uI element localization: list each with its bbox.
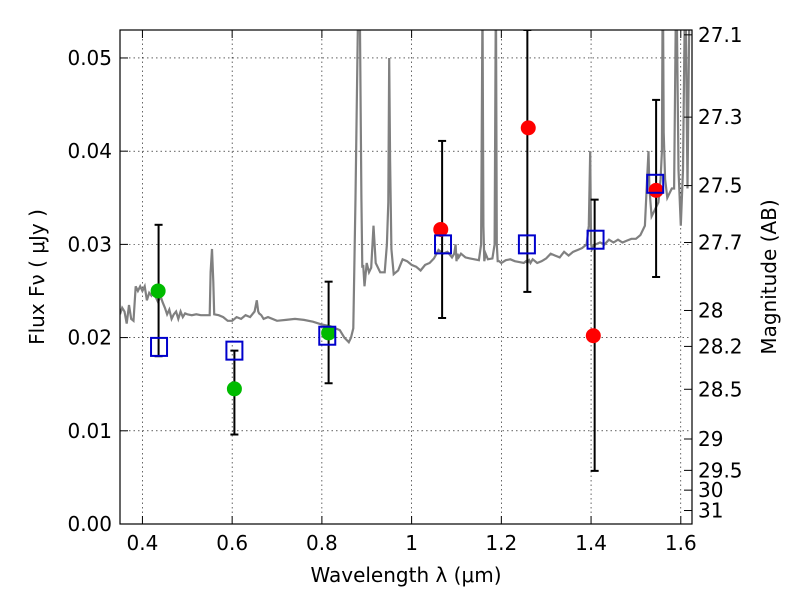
error-bar [523, 30, 532, 293]
y-axis-label: Flux Fν ( μJy ) [25, 209, 49, 345]
plot-frame [119, 29, 693, 525]
x-tick-label: 1.6 [665, 531, 697, 555]
spectrum-line [120, 30, 691, 345]
data-point-circle [321, 325, 337, 341]
y2-tick-label: 28.2 [698, 334, 743, 358]
y-tick-label: 0.03 [67, 232, 112, 256]
y2-tick-label: 28 [698, 298, 723, 322]
x-axis-label: Wavelength λ (μm) [310, 563, 501, 587]
x-tick-label: 1.2 [485, 531, 517, 555]
y2-tick-label: 30 [698, 478, 723, 502]
ticks: 0.4 0.6 0.8 1 1.2 1.4 1.6 0.00 0.01 0.02 0.03 0.04 0… [67, 23, 742, 555]
y-tick-label: 0.01 [67, 419, 112, 443]
data-point-circle [520, 120, 536, 136]
y2-tick-label: 29.5 [698, 458, 743, 482]
data-point-square [434, 234, 453, 255]
x-tick-label: 1 [405, 531, 418, 555]
data-point-square [225, 340, 244, 361]
data-point-circle [150, 283, 166, 299]
y2-tick-label: 27.3 [698, 105, 743, 129]
x-tick-label: 0.6 [216, 531, 248, 555]
y2-tick-label: 28.5 [698, 377, 743, 401]
y2-tick-label: 27.5 [698, 174, 743, 198]
data-point-square [586, 229, 605, 250]
x-tick-label: 0.8 [306, 531, 338, 555]
y2-axis-label: Magnitude (AB) [757, 199, 781, 354]
data-point-square [646, 173, 665, 194]
plot-area [120, 30, 691, 472]
y-tick-label: 0.05 [67, 46, 112, 70]
data-point-circle [226, 381, 242, 397]
x-tick-label: 1.4 [575, 531, 607, 555]
data-point-square [318, 325, 337, 346]
data-point-circle [433, 221, 449, 237]
grid [120, 30, 692, 525]
y2-tick-label: 29 [698, 427, 723, 451]
y2-tick-label: 27.7 [698, 231, 743, 255]
y-tick-label: 0.02 [67, 326, 112, 350]
x-tick-label: 0.4 [127, 531, 159, 555]
data-point-square [517, 234, 536, 255]
data-point-circle [585, 328, 601, 344]
y2-tick-label: 31 [698, 499, 723, 523]
data-point-square [150, 336, 169, 357]
y2-tick-label: 27.1 [698, 23, 743, 47]
data-point-circle [648, 182, 664, 198]
y-tick-label: 0.04 [67, 139, 112, 163]
y-tick-label: 0.00 [67, 512, 112, 536]
